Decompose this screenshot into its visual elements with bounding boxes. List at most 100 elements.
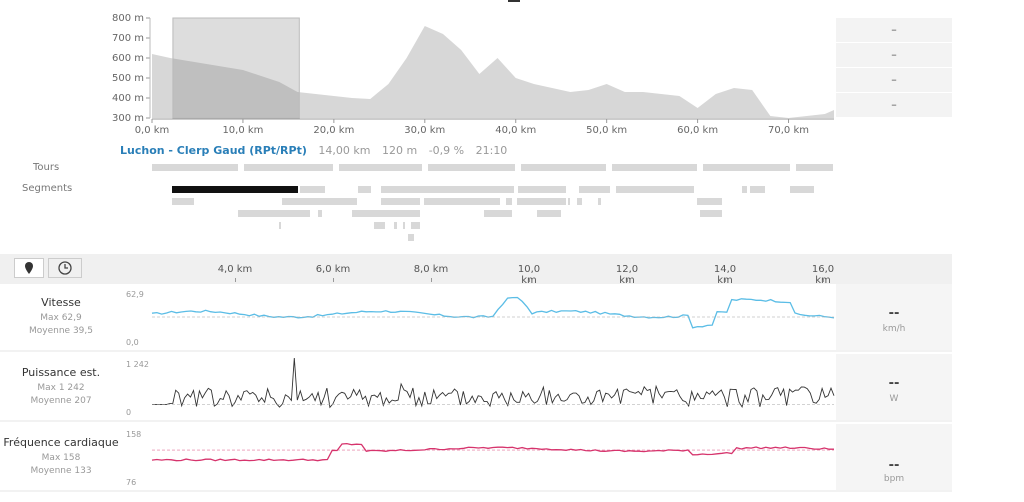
metric-name: Fréquence cardiaque [3, 436, 119, 449]
segment-bar[interactable] [579, 186, 610, 193]
metric-value: -- [888, 306, 900, 321]
segment-bar[interactable] [742, 186, 747, 193]
segment-bar[interactable] [577, 198, 582, 205]
metric-unit: bpm [883, 474, 905, 484]
elevation-x-tick: 70,0 km [768, 125, 809, 136]
elevation-profile [152, 26, 834, 118]
tour-bar[interactable] [703, 164, 790, 171]
metric-value-panel [836, 354, 952, 420]
metrics-x-tick-mark [529, 278, 530, 282]
map-pin-icon [25, 262, 33, 274]
elevation-x-tick: 0,0 km [135, 125, 170, 136]
segment-info: Luchon - Clerp Gaud (RPt/RPt) 14,00 km 1… [120, 144, 507, 157]
tour-bar[interactable] [428, 164, 515, 171]
tour-bar[interactable] [152, 164, 238, 171]
segment-name[interactable]: Luchon - Clerp Gaud (RPt/RPt) [120, 144, 307, 157]
elevation-x-tick: 30,0 km [404, 125, 445, 136]
elevation-y-tick: 400 m [112, 93, 144, 104]
segment-bar[interactable] [318, 210, 322, 217]
metric-average: Moyenne 39,5 [29, 326, 93, 336]
metrics-x-tick-mark [431, 278, 432, 282]
clock-button[interactable] [48, 258, 82, 278]
segment-bar[interactable] [518, 186, 566, 193]
segment-bar[interactable] [279, 222, 281, 229]
elevation-y-tick: 700 m [112, 33, 144, 44]
elevation-y-tick: 300 m [112, 113, 144, 124]
segments-label: Segments [22, 183, 73, 194]
metric-axis-max: 158 [126, 430, 142, 439]
segment-bar[interactable] [537, 210, 561, 217]
segment-bar[interactable] [424, 198, 500, 205]
segment-bar[interactable] [568, 198, 570, 205]
metric-axis-max: 1 242 [126, 360, 149, 369]
segment-bar[interactable] [598, 198, 601, 205]
segment-time: 21:10 [475, 144, 508, 157]
elevation-selection[interactable] [172, 17, 300, 119]
tour-bar[interactable] [244, 164, 333, 171]
segment-bar[interactable] [790, 186, 814, 193]
segment-bar[interactable] [484, 210, 512, 217]
metric-series-line [151, 442, 834, 462]
metrics-x-tick: 10,0 km [517, 264, 541, 286]
right-cell: – [836, 18, 952, 43]
metrics-x-tick: 4,0 km [217, 264, 253, 275]
metric-max: Max 62,9 [40, 313, 82, 323]
segment-bar[interactable] [352, 210, 420, 217]
elevation-right-panel: – – – – [836, 18, 952, 118]
segment-bar[interactable] [238, 210, 310, 217]
right-cell: – [836, 43, 952, 68]
elevation-x-tick: 10,0 km [222, 125, 263, 136]
segment-grade: -0,9 % [428, 144, 465, 157]
elevation-x-tick: 50,0 km [586, 125, 627, 136]
metric-unit: km/h [882, 324, 906, 334]
segment-bar[interactable] [300, 186, 325, 193]
segment-distance: 14,00 km [318, 144, 371, 157]
metrics-x-tick-mark [333, 278, 334, 282]
segment-bar[interactable] [358, 186, 371, 193]
tours-label: Tours [33, 162, 60, 173]
tour-bar[interactable] [521, 164, 606, 171]
segment-bar[interactable] [282, 198, 357, 205]
metrics-x-tick: 8,0 km [413, 264, 449, 275]
segment-bar[interactable] [381, 186, 514, 193]
segment-bar[interactable] [616, 186, 694, 193]
metric-name: Vitesse [41, 296, 81, 309]
metric-average: Moyenne 207 [30, 396, 92, 406]
segment-bar[interactable] [381, 198, 420, 205]
map-pin-button[interactable] [14, 258, 44, 278]
metric-axis-min: 0 [126, 408, 132, 417]
clock-icon [58, 261, 72, 275]
tour-bar[interactable] [339, 164, 422, 171]
segment-bar[interactable] [403, 222, 405, 229]
metrics-x-tick-mark [725, 278, 726, 282]
elevation-x-tick: 60,0 km [677, 125, 718, 136]
tour-bar[interactable] [796, 164, 833, 171]
elevation-chart[interactable]: 800 m 700 m 600 m 500 m 400 m 300 m 0,0 km 10,0… [0, 0, 1024, 140]
metrics-x-tick: 16,0 km [811, 264, 835, 286]
metric-value: -- [888, 458, 900, 473]
metrics-x-tick: 6,0 km [315, 264, 351, 275]
metrics-x-tick-mark [823, 278, 824, 282]
elevation-y-tick: 800 m [112, 13, 144, 24]
metric-unit: W [889, 394, 899, 404]
segment-bar[interactable] [394, 222, 397, 229]
segment-bar[interactable] [374, 222, 385, 229]
tour-bar[interactable] [612, 164, 697, 171]
elevation-y-tick: 500 m [112, 73, 144, 84]
metric-value: -- [888, 376, 900, 391]
segment-bar[interactable] [506, 198, 512, 205]
segment-bar[interactable] [700, 210, 722, 217]
segment-bar[interactable] [408, 234, 414, 241]
segment-bar[interactable] [517, 198, 566, 205]
segment-bar[interactable] [172, 198, 194, 205]
segment-bar[interactable] [697, 198, 722, 205]
elevation-x-tick: 20,0 km [313, 125, 354, 136]
metric-max: Max 158 [41, 453, 81, 463]
metrics-svg[interactable] [0, 282, 1024, 502]
metrics-x-tick-mark [627, 278, 628, 282]
segment-bar[interactable] [750, 186, 765, 193]
segment-bar[interactable] [172, 186, 298, 193]
segment-bar[interactable] [411, 222, 420, 229]
segments-svg[interactable] [0, 160, 1024, 260]
elevation-svg[interactable]: 800 m 700 m 600 m 500 m 400 m 300 m0,0 km 10,0… [0, 0, 1024, 140]
